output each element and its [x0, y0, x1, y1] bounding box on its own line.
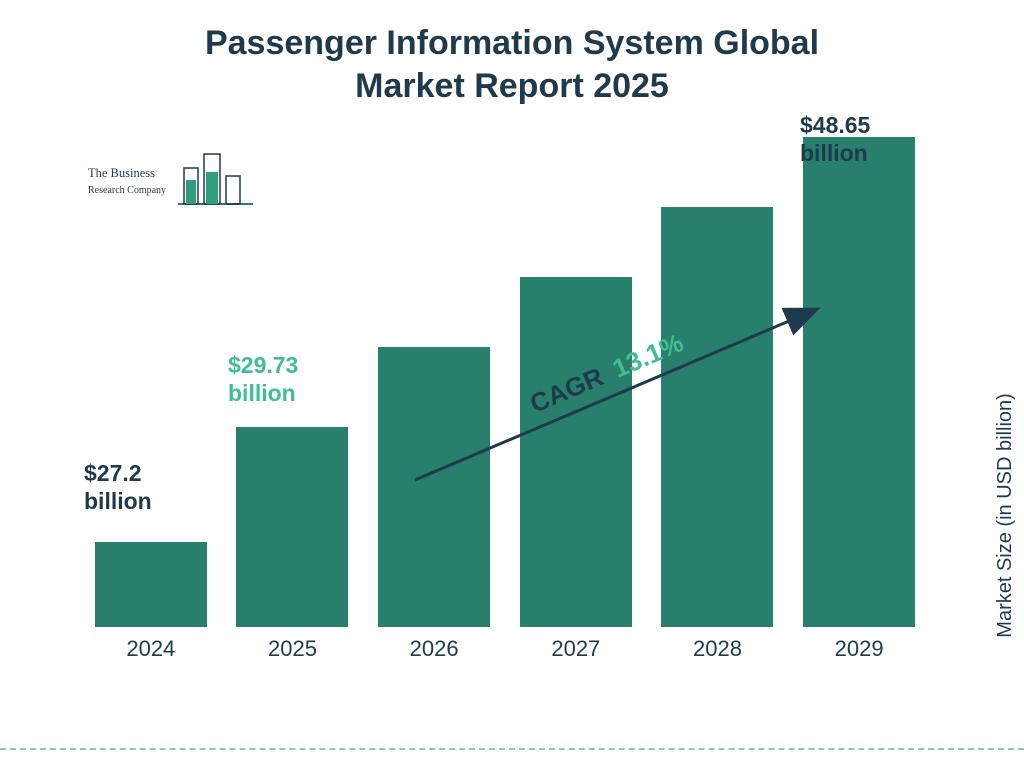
bar-slot [647, 130, 787, 627]
bar [520, 277, 632, 627]
bar [236, 427, 348, 627]
x-tick-label: 2027 [506, 636, 646, 662]
bar-slot [81, 130, 221, 627]
x-tick-label: 2025 [223, 636, 363, 662]
bar-slot [364, 130, 504, 627]
x-tick-label: 2028 [648, 636, 788, 662]
bar [803, 137, 915, 627]
y-axis-label: Market Size (in USD billion) [995, 393, 1018, 638]
bar-slot [789, 130, 929, 627]
x-tick-label: 2026 [364, 636, 504, 662]
x-tick-label: 2029 [789, 636, 929, 662]
chart-title: Passenger Information System Global Mark… [0, 22, 1024, 107]
title-line-1: Passenger Information System Global [205, 24, 819, 62]
title-line-2: Market Report 2025 [355, 67, 669, 105]
x-tick-label: 2024 [81, 636, 221, 662]
bar [661, 207, 773, 627]
bar [95, 542, 207, 627]
value-label: $29.73billion [228, 352, 298, 407]
value-label: $27.2billion [84, 460, 152, 515]
bar-slot [506, 130, 646, 627]
bar-chart: 202420252026202720282029 $27.2billion $29… [80, 130, 930, 670]
bar [378, 347, 490, 627]
bars-container [80, 130, 930, 628]
value-label: $48.65 billion [800, 112, 930, 167]
bottom-divider [0, 748, 1024, 750]
